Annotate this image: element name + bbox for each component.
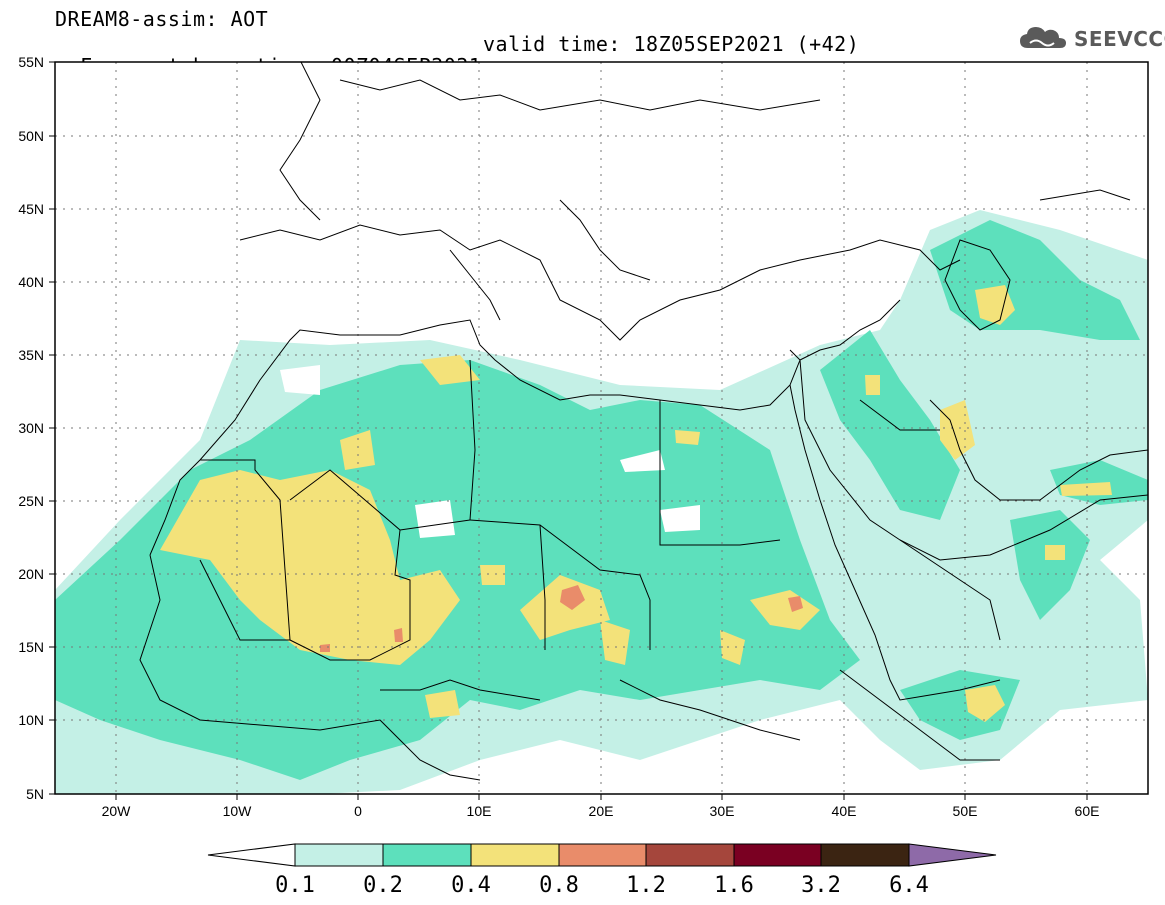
- colorbar-label: 0.1: [275, 873, 315, 898]
- colorbar-label: 0.4: [451, 873, 491, 898]
- colorbar-swatch: [820, 843, 910, 867]
- lon-label: 50E: [953, 803, 978, 819]
- colorbar-label: 1.6: [714, 873, 754, 898]
- lon-label: 20W: [102, 803, 132, 819]
- colorbar-label: 6.4: [889, 873, 929, 898]
- colorbar: [207, 843, 997, 867]
- colorbar-swatch: [470, 843, 560, 867]
- colorbar-label: 1.2: [626, 873, 666, 898]
- lat-label: 10N: [18, 712, 44, 728]
- colorbar-label: 0.8: [539, 873, 579, 898]
- lat-label: 45N: [18, 201, 44, 217]
- lon-label: 10E: [467, 803, 492, 819]
- valid-time: valid time: 18Z05SEP2021 (+42): [483, 32, 860, 56]
- colorbar-under-arrow: [207, 843, 296, 867]
- aot-field: [55, 62, 1148, 794]
- aot-band-08: [320, 585, 803, 652]
- lon-label: 30E: [710, 803, 735, 819]
- colorbar-swatch: [645, 843, 735, 867]
- brand-logo: SEEVCCC: [1018, 24, 1165, 54]
- latitude-labels: 5N 10N 15N 20N 25N 30N 35N 40N 45N 50N 5…: [18, 54, 44, 802]
- colorbar-label: 0.2: [363, 873, 403, 898]
- lat-label: 30N: [18, 420, 44, 436]
- lat-label: 25N: [18, 493, 44, 509]
- brand-text: SEEVCCC: [1074, 27, 1165, 51]
- lat-label: 5N: [26, 786, 44, 802]
- chart-title: DREAM8-assim: AOT: [55, 7, 269, 31]
- graticule: [55, 62, 1148, 794]
- colorbar-swatch: [733, 843, 822, 867]
- colorbar-swatch: [382, 843, 472, 867]
- cloud-icon: [1018, 24, 1070, 54]
- lon-label: 0: [354, 803, 362, 819]
- lon-label: 10W: [223, 803, 253, 819]
- lat-label: 20N: [18, 566, 44, 582]
- axis-ticks: [49, 61, 1088, 800]
- coastlines-borders: [139, 62, 1148, 781]
- colorbar-swatch: [558, 843, 647, 867]
- longitude-labels: 20W 10W 0 10E 20E 30E 40E 50E 60E: [102, 803, 1100, 819]
- lat-label: 50N: [18, 128, 44, 144]
- lon-label: 60E: [1075, 803, 1100, 819]
- lon-label: 40E: [832, 803, 857, 819]
- colorbar-label: 3.2: [801, 873, 841, 898]
- lat-label: 35N: [18, 347, 44, 363]
- colorbar-over-arrow: [908, 843, 997, 867]
- lat-label: 15N: [18, 639, 44, 655]
- aot-clear-areas: [280, 365, 700, 538]
- colorbar-swatch: [294, 843, 384, 867]
- aot-band-04: [160, 285, 1112, 722]
- colorbar-labels: 0.1 0.2 0.4 0.8 1.2 1.6 3.2 6.4: [275, 873, 929, 898]
- lat-label: 55N: [18, 54, 44, 70]
- lat-label: 40N: [18, 274, 44, 290]
- lon-label: 20E: [589, 803, 614, 819]
